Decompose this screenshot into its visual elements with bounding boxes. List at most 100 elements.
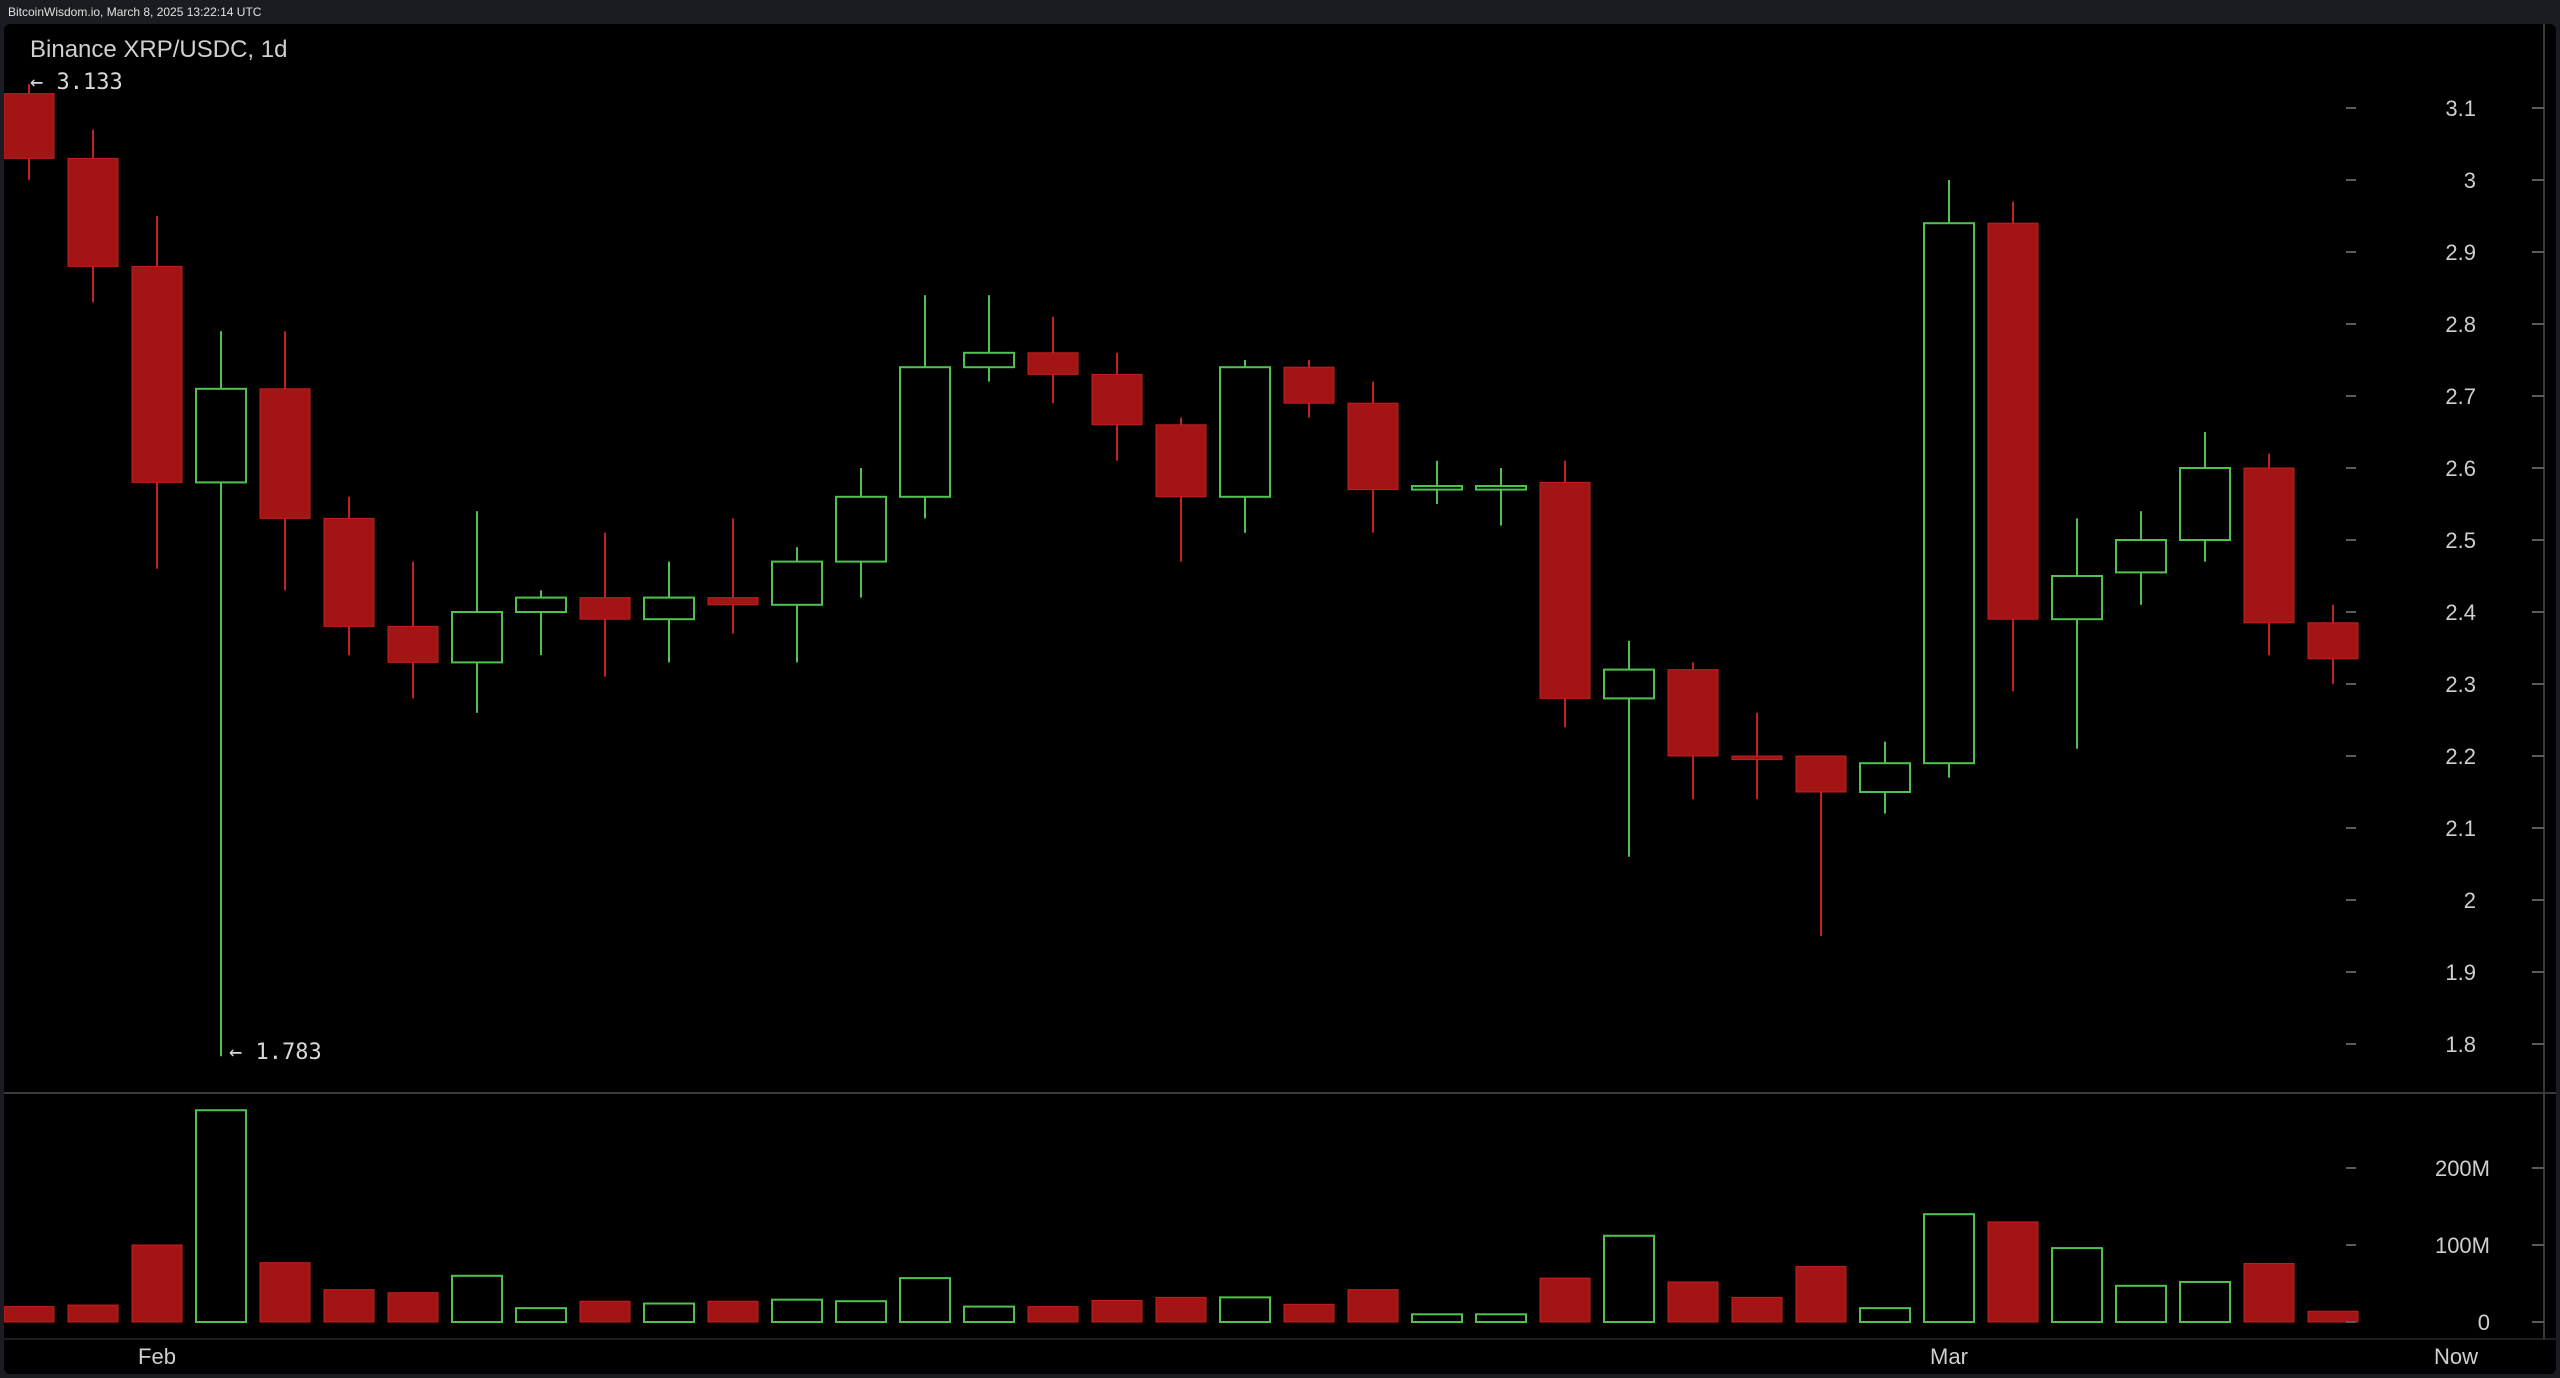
candle-body-up: [1411, 485, 1463, 491]
candle: [1475, 468, 1527, 526]
source-timestamp: BitcoinWisdom.io, March 8, 2025 13:22:14…: [8, 5, 262, 19]
candle-body-up: [1603, 668, 1655, 700]
volume-bar-up: [451, 1274, 503, 1324]
volume-pane: [4, 1109, 2359, 1324]
candle-body-down: [579, 597, 631, 620]
volume-bar-up: [643, 1302, 695, 1324]
candle-body-down: [1091, 373, 1143, 426]
candle-body-up: [2115, 539, 2167, 574]
candle-body-up: [195, 387, 247, 484]
volume-bar-down: [2243, 1262, 2295, 1323]
volume-bar-down: [1667, 1281, 1719, 1323]
volume-bar-up: [835, 1300, 887, 1323]
candle: [1283, 360, 1335, 418]
candle-body-down: [707, 597, 759, 606]
volume-bar-down: [67, 1304, 119, 1323]
price-tick-label: 1.8: [2445, 1032, 2476, 1057]
volume-bar-down: [4, 1306, 55, 1323]
time-axis-label: Feb: [138, 1344, 176, 1369]
volume-bar-up: [963, 1305, 1015, 1323]
candle: [515, 590, 567, 656]
volume-bar-down: [387, 1292, 439, 1323]
candle: [1539, 460, 1591, 728]
candle: [643, 561, 695, 663]
candle-body-up: [1923, 222, 1975, 765]
candle: [2179, 432, 2231, 562]
volume-bar-down: [1795, 1266, 1847, 1323]
volume-bar-down: [1987, 1221, 2039, 1323]
price-tick-label: 2.7: [2445, 384, 2476, 409]
candle: [4, 84, 55, 180]
time-axis-label: Mar: [1930, 1344, 1968, 1369]
volume-bar-up: [2051, 1247, 2103, 1323]
candle: [963, 295, 1015, 382]
volume-bar-up: [1219, 1296, 1271, 1323]
candle-body-up: [1475, 485, 1527, 491]
time-axis-label: Now: [2434, 1344, 2478, 1369]
price-tick-label: 2.8: [2445, 312, 2476, 337]
candle: [1155, 417, 1207, 562]
candle: [2307, 604, 2359, 684]
candle: [451, 511, 503, 713]
candle: [1027, 316, 1079, 404]
volume-bar-down: [1155, 1296, 1207, 1323]
candle-body-down: [1283, 366, 1335, 404]
volume-tick-label: 100M: [2435, 1233, 2490, 1258]
candle: [323, 496, 375, 656]
candle-body-down: [323, 517, 375, 627]
candle-body-down: [67, 157, 119, 267]
price-tick-label: 2.1: [2445, 816, 2476, 841]
candle-body-up: [963, 351, 1015, 369]
volume-bar-up: [1859, 1307, 1911, 1324]
price-tick-label: 2.4: [2445, 600, 2476, 625]
candle-body-down: [259, 388, 311, 519]
candle-body-down: [4, 93, 55, 159]
volume-bar-down: [579, 1300, 631, 1323]
price-tick-label: 3: [2464, 168, 2476, 193]
candle-body-up: [1219, 366, 1271, 498]
volume-bar-down: [323, 1289, 375, 1323]
candle: [2243, 453, 2295, 656]
candle: [899, 295, 951, 519]
volume-bar-down: [1283, 1303, 1335, 1323]
candle: [1795, 755, 1847, 936]
candle: [1347, 381, 1399, 533]
candle-body-down: [1027, 352, 1079, 375]
candlestick-chart: 3.1 3 2.9 2.8 2.7 2.6 2.5 2.4 2.3 2.2 2.1 2 1.9 1.8 20…: [4, 24, 2556, 1369]
volume-bar-down: [1347, 1289, 1399, 1323]
candle: [259, 331, 311, 591]
volume-tick-label: 200M: [2435, 1156, 2490, 1181]
price-tick-label: 2.6: [2445, 456, 2476, 481]
volume-tick-label: 0: [2478, 1310, 2490, 1335]
candle: [131, 216, 183, 569]
candle-body-down: [1795, 755, 1847, 793]
candle-body-down: [1539, 481, 1591, 699]
candle: [1859, 741, 1911, 814]
candle-body-down: [2307, 622, 2359, 660]
price-tick-label: 2.9: [2445, 240, 2476, 265]
candle-body-down: [387, 625, 439, 663]
price-tick-label: 3.1: [2445, 96, 2476, 121]
candle-body-up: [1859, 762, 1911, 794]
min-price-label: ← 1.783: [229, 1040, 322, 1066]
volume-bar-down: [707, 1300, 759, 1323]
candle: [1603, 640, 1655, 857]
top-status-bar: BitcoinWisdom.io, March 8, 2025 13:22:14…: [0, 0, 2560, 24]
candle: [1411, 460, 1463, 504]
candle: [1091, 352, 1143, 461]
volume-bar-down: [1091, 1299, 1143, 1323]
volume-bar-down: [1731, 1296, 1783, 1323]
candle-body-up: [835, 495, 887, 563]
candle-body-up: [643, 596, 695, 621]
chart-title: Binance XRP/USDC, 1d: [30, 36, 288, 63]
volume-bar-up: [195, 1109, 247, 1323]
price-tick-label: 2: [2464, 888, 2476, 913]
candle: [2051, 518, 2103, 749]
volume-bar-down: [259, 1262, 311, 1323]
candle: [835, 468, 887, 598]
candle-body-up: [2051, 575, 2103, 621]
candle: [707, 518, 759, 634]
candle: [195, 331, 247, 1057]
candle: [1667, 662, 1719, 800]
candle: [771, 547, 823, 663]
